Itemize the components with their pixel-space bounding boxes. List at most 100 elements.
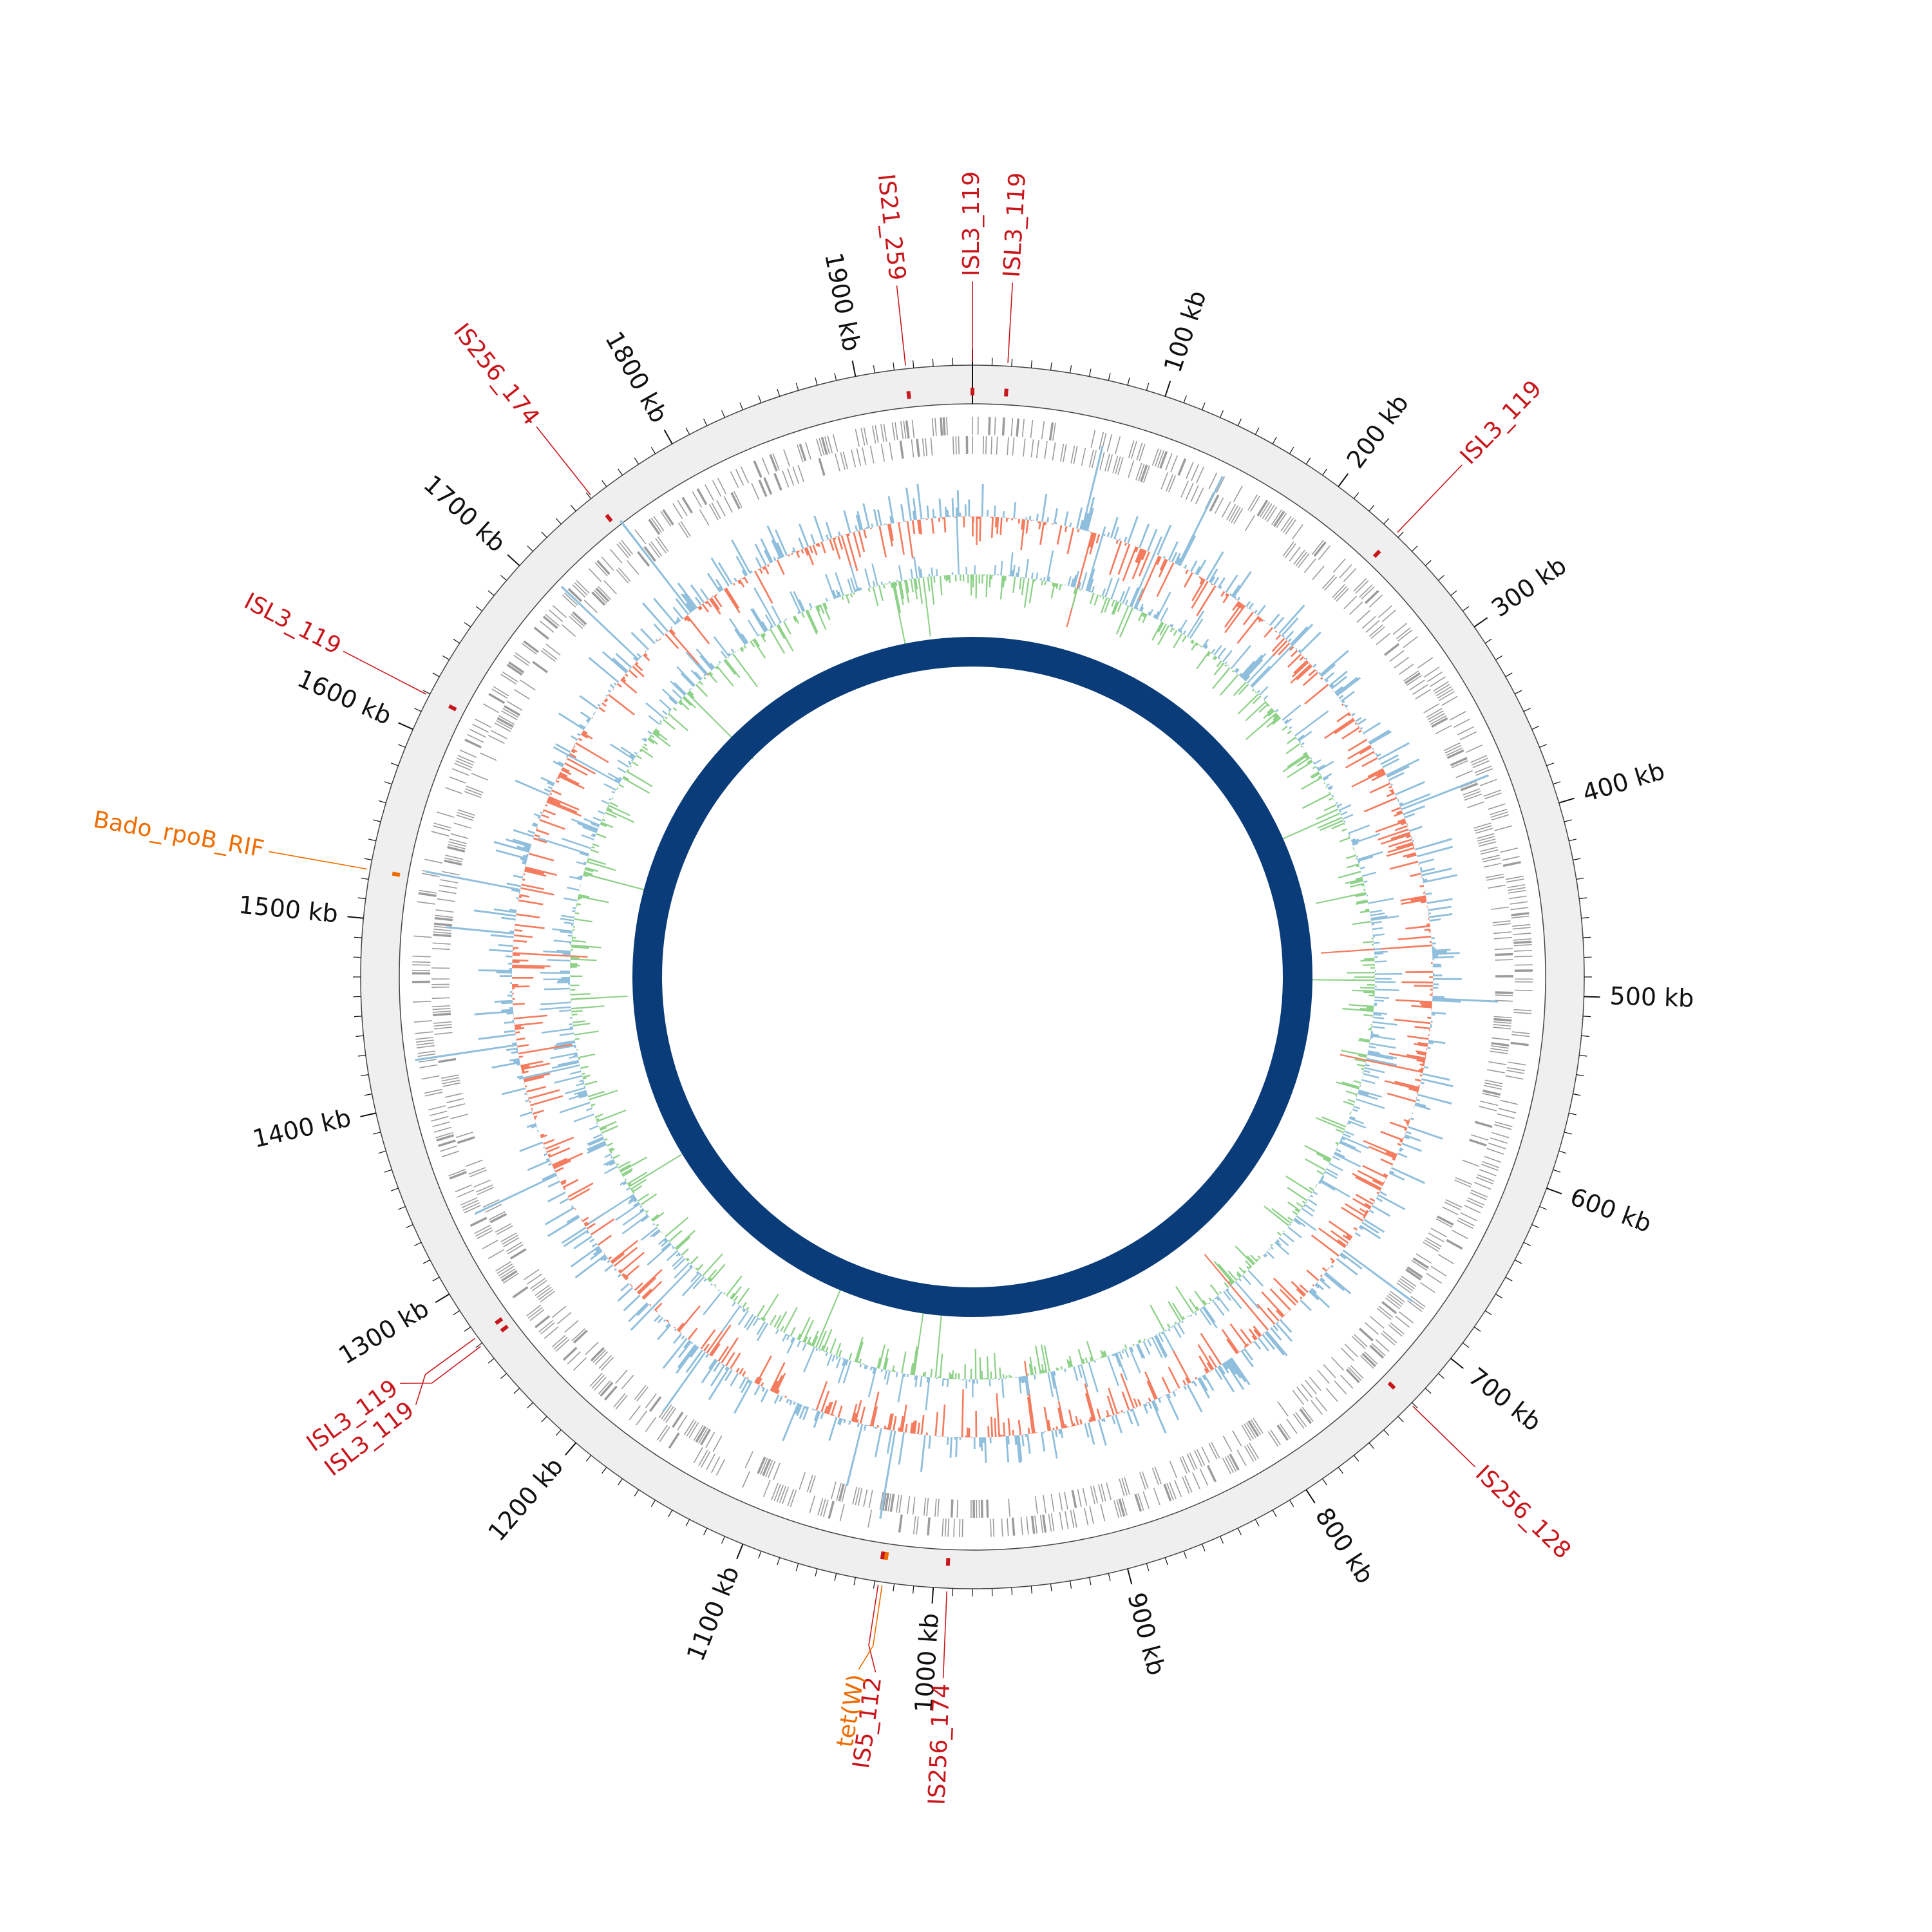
cds-mark: [1007, 437, 1009, 455]
cds-mark: [734, 491, 743, 508]
cds-mark: [538, 1289, 554, 1301]
cds-mark: [535, 1315, 551, 1329]
cds-mark: [1510, 1041, 1529, 1046]
minor-tick: [1523, 708, 1531, 712]
minor-tick: [1305, 457, 1311, 465]
minor-tick: [1412, 545, 1418, 552]
cds-mark: [1311, 540, 1324, 555]
feature-leader: [858, 1585, 883, 1670]
cds-mark: [956, 1499, 958, 1518]
cds-mark: [1353, 578, 1367, 592]
cds-mark: [598, 1355, 612, 1369]
minor-tick: [1030, 360, 1032, 368]
minor-tick: [555, 518, 562, 525]
cds-mark: [1165, 453, 1173, 471]
cds-mark: [1471, 757, 1489, 766]
feature-mark: [945, 1558, 951, 1566]
cds-mark: [769, 454, 778, 472]
cds-mark: [648, 543, 660, 558]
minor-tick: [1579, 1054, 1587, 1057]
cds-mark: [683, 1419, 695, 1435]
minor-tick: [1368, 505, 1375, 512]
cds-mark: [1513, 1012, 1532, 1014]
cds-mark: [432, 1010, 451, 1013]
cds-mark: [1426, 671, 1443, 683]
cds-mark: [982, 436, 985, 455]
cds-mark: [1457, 726, 1474, 735]
cds-mark: [498, 1265, 515, 1276]
cds-mark: [1208, 472, 1218, 489]
cds-mark: [1168, 475, 1176, 493]
feature-label: IS256_174: [448, 319, 544, 431]
cds-mark: [1443, 742, 1461, 752]
cds-mark: [871, 425, 876, 444]
cds-mark: [433, 931, 451, 934]
cds-mark: [533, 627, 549, 640]
cds-mark: [1412, 1257, 1430, 1269]
minor-tick: [585, 492, 592, 499]
cds-mark: [1042, 1514, 1047, 1533]
cds-mark: [1420, 1282, 1436, 1294]
cds-mark: [799, 1472, 806, 1490]
cds-mark: [884, 1493, 890, 1511]
cds-mark: [457, 1136, 475, 1144]
cds-mark: [435, 909, 454, 913]
cds-mark: [1030, 419, 1034, 438]
cds-mark: [912, 1496, 916, 1515]
cds-mark: [1446, 749, 1464, 759]
cds-mark: [895, 422, 898, 440]
cds-mark: [820, 437, 828, 455]
cds-mark: [1030, 439, 1034, 458]
cds-mark: [424, 1088, 442, 1094]
feature-mark: [494, 1317, 504, 1325]
cds-mark: [562, 1347, 578, 1361]
cds-mark: [527, 1273, 543, 1285]
cds-mark: [441, 1150, 459, 1158]
minor-tick: [1368, 1442, 1375, 1449]
cds-mark: [900, 421, 904, 440]
cds-mark: [1048, 422, 1054, 440]
cds-mark: [1041, 421, 1045, 440]
cds-mark: [1247, 1420, 1260, 1437]
cds-mark: [1507, 1066, 1525, 1072]
cds-mark: [1180, 480, 1189, 498]
cds-mark: [857, 1488, 863, 1506]
cds-mark: [1262, 503, 1273, 519]
cds-mark: [880, 424, 885, 442]
cds-mark: [655, 538, 667, 554]
minor-tick: [1070, 1580, 1072, 1589]
cds-mark: [905, 420, 910, 439]
minor-tick: [1108, 372, 1111, 381]
cds-mark: [855, 428, 860, 447]
cds-mark: [1477, 835, 1495, 842]
feature-leader: [1397, 464, 1463, 533]
cds-mark: [1101, 1483, 1106, 1502]
minor-tick: [795, 1563, 799, 1571]
cds-mark: [883, 423, 887, 442]
major-tick: [1164, 381, 1171, 397]
cds-mark: [1365, 620, 1380, 633]
cds-mark: [591, 591, 606, 606]
minor-tick: [585, 1455, 592, 1462]
minor-tick: [1573, 1094, 1581, 1096]
scale-ticks: 100 kb 200 kb 300 kb 400 kb 500 kb 600 kb 700 …: [237, 251, 1694, 1714]
cds-mark: [875, 425, 879, 443]
minor-tick: [500, 574, 507, 581]
cds-mark: [593, 590, 607, 604]
feature-label: Bado_rpoB_RIF: [91, 806, 266, 862]
cds-mark: [1369, 1345, 1385, 1359]
cds-mark: [1313, 541, 1327, 557]
cds-mark: [491, 688, 508, 699]
cds-mark: [1350, 1365, 1364, 1379]
cds-mark: [1293, 1414, 1305, 1429]
cds-mark: [653, 516, 665, 532]
cds-mark: [572, 611, 587, 625]
cds-mark: [1169, 1461, 1177, 1479]
cds-mark: [677, 1415, 688, 1431]
minor-tick: [834, 1573, 837, 1582]
cds-mark: [758, 479, 768, 497]
cds-mark: [598, 1380, 611, 1395]
cds-mark: [1336, 588, 1349, 602]
cds-mark: [1093, 1485, 1099, 1504]
cds-mark: [450, 1113, 468, 1120]
